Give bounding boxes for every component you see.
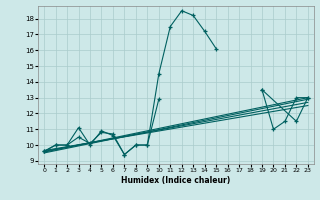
X-axis label: Humidex (Indice chaleur): Humidex (Indice chaleur)	[121, 176, 231, 185]
